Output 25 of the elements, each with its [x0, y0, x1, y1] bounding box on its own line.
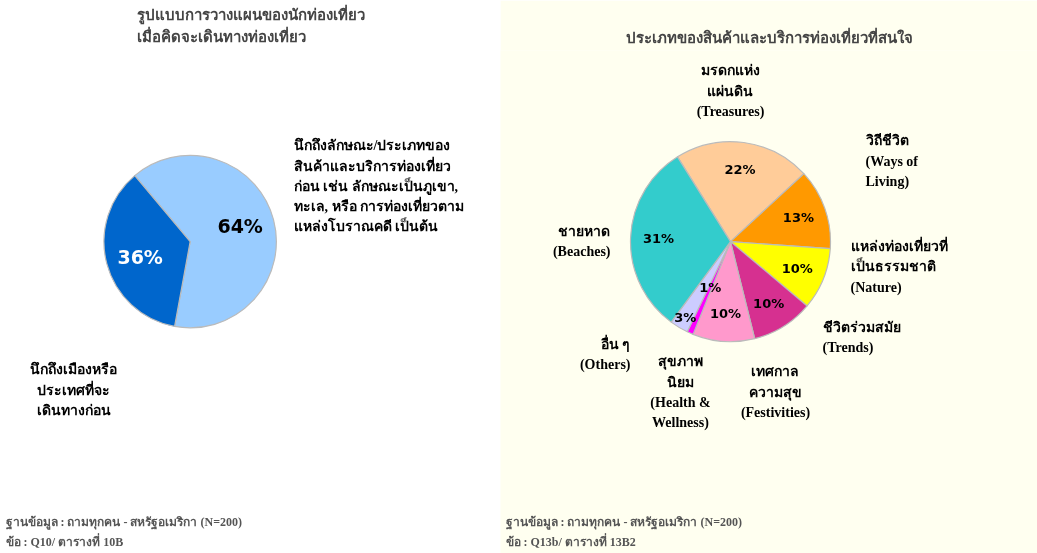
slice-label: อื่น ๆ (Others) — [579, 334, 631, 374]
data-label: 3% — [674, 310, 697, 326]
data-label: 22% — [724, 162, 756, 178]
chart-title: รูปแบบการวางแผนของนักท่องเที่ยว เมื่อคิดจะเดินทางท่องเที่ยว — [136, 4, 365, 46]
slice-label: วิถีชีวิต (Ways of Living) — [864, 133, 919, 190]
chart-title: ประเภทของสินค้าและบริการท่องเที่ยวที่สนใจ — [625, 26, 913, 46]
data-label: 31% — [642, 231, 675, 247]
slice-label: สุขภาพ นิยม (Health & Wellness) — [650, 354, 711, 432]
text: ข้อ : Q13b/ ตารางที่ 13B2 — [505, 532, 636, 549]
slice-label: เทศกาล ความสุข (Festivities) — [740, 364, 811, 421]
data-label: 10% — [781, 261, 813, 277]
slice-label: นึกถึงเมืองหรือ ประเทศที่จะ เดินทางก่อน — [30, 361, 118, 418]
text: ฐานข้อมูล : ถามทุกคน - สหรัฐอเมริกา (N=200) — [505, 514, 742, 530]
data-label: 10% — [709, 306, 742, 322]
slice-label: มรดกแห่ง แผ่นดิน (Treasures) — [696, 63, 765, 120]
data-label: 13% — [782, 210, 814, 226]
slice-label: นึกถึงลักษณะ/ประเภทของ สินค้าและบริการท่องเที่ยว ก่อน เช่น ลักษณะเป็นภูเขา, ทะเล, หรือ การท่องเที่ยวตาม แหล่งโบราณคดี เป็นต้น — [293, 137, 465, 235]
text: ฐานข้อมูล : ถามทุกคน - สหรัฐอเมริกา (N=200) — [5, 514, 242, 530]
data-label: 36% — [117, 246, 163, 269]
data-label: 64% — [217, 215, 263, 238]
slice-label: ชีวิตร่วมสมัย (Trends) — [822, 320, 901, 357]
data-label: 10% — [753, 295, 785, 311]
slice-label: แหล่งท่องเที่ยวที่ เป็นธรรมชาติ (Nature) — [850, 236, 948, 296]
text: ข้อ : Q10/ ตารางที่ 10B — [5, 532, 124, 549]
slice-label: ชายหาด (Beaches) — [552, 224, 611, 261]
